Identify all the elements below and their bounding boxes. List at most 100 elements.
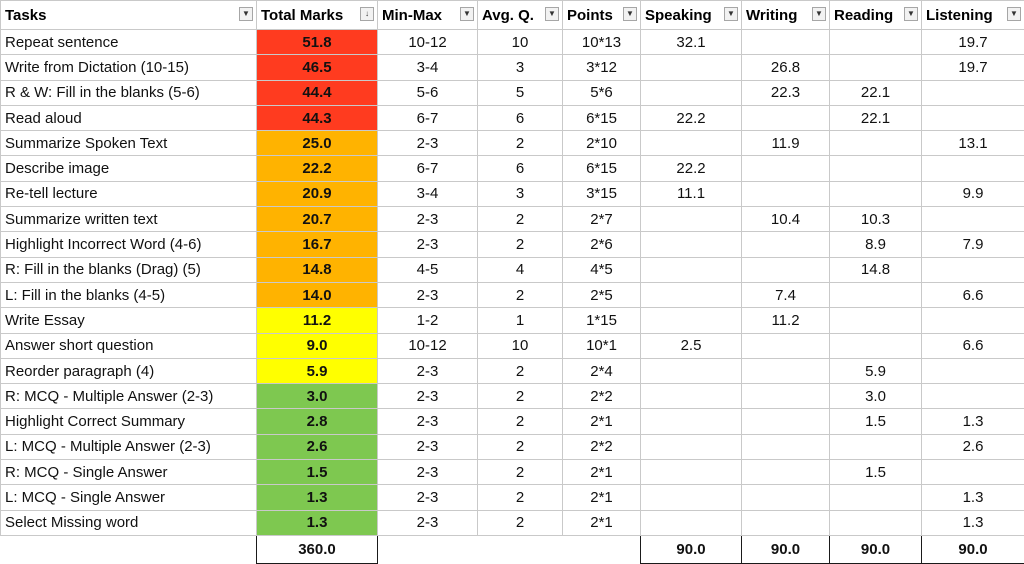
dropdown-arrow-icon[interactable]: ▼: [239, 7, 253, 21]
min-max-cell[interactable]: 2-3: [378, 131, 478, 156]
listening-cell[interactable]: [922, 308, 1024, 333]
total-marks-cell[interactable]: 44.4: [257, 80, 378, 105]
speaking-cell[interactable]: [641, 510, 742, 535]
min-max-cell[interactable]: 2-3: [378, 409, 478, 434]
task-cell[interactable]: L: Fill in the blanks (4-5): [1, 282, 257, 307]
min-max-cell[interactable]: 2-3: [378, 384, 478, 409]
speaking-cell[interactable]: [641, 80, 742, 105]
listening-cell[interactable]: [922, 156, 1024, 181]
reading-cell[interactable]: 10.3: [830, 207, 922, 232]
avg-q-cell[interactable]: 2: [478, 358, 563, 383]
total-marks-cell[interactable]: 1.3: [257, 510, 378, 535]
reading-cell[interactable]: [830, 131, 922, 156]
writing-cell[interactable]: 11.9: [742, 131, 830, 156]
total-marks-cell[interactable]: 25.0: [257, 131, 378, 156]
writing-cell[interactable]: [742, 333, 830, 358]
avg-q-cell[interactable]: 6: [478, 156, 563, 181]
listening-cell[interactable]: 9.9: [922, 181, 1024, 206]
writing-cell[interactable]: 11.2: [742, 308, 830, 333]
points-cell[interactable]: 3*15: [563, 181, 641, 206]
writing-cell[interactable]: [742, 156, 830, 181]
dropdown-arrow-icon[interactable]: ▼: [812, 7, 826, 21]
task-cell[interactable]: Read aloud: [1, 105, 257, 130]
listening-cell[interactable]: 7.9: [922, 232, 1024, 257]
listening-cell[interactable]: 1.3: [922, 485, 1024, 510]
task-cell[interactable]: Answer short question: [1, 333, 257, 358]
points-cell[interactable]: 2*1: [563, 460, 641, 485]
min-max-cell[interactable]: 2-3: [378, 207, 478, 232]
reading-cell[interactable]: [830, 333, 922, 358]
points-cell[interactable]: 2*1: [563, 409, 641, 434]
speaking-cell[interactable]: [641, 434, 742, 459]
writing-cell[interactable]: 10.4: [742, 207, 830, 232]
listening-cell[interactable]: 6.6: [922, 282, 1024, 307]
avg-q-cell[interactable]: 2: [478, 434, 563, 459]
min-max-cell[interactable]: 3-4: [378, 181, 478, 206]
avg-q-cell[interactable]: 3: [478, 55, 563, 80]
writing-cell[interactable]: [742, 460, 830, 485]
listening-cell[interactable]: 2.6: [922, 434, 1024, 459]
reading-cell[interactable]: [830, 55, 922, 80]
writing-cell[interactable]: [742, 510, 830, 535]
listening-cell[interactable]: [922, 105, 1024, 130]
speaking-cell[interactable]: [641, 409, 742, 434]
total-marks-cell[interactable]: 51.8: [257, 30, 378, 55]
speaking-total-cell[interactable]: 90.0: [641, 535, 742, 563]
writing-cell[interactable]: [742, 358, 830, 383]
listening-cell[interactable]: [922, 207, 1024, 232]
total-marks-cell[interactable]: 11.2: [257, 308, 378, 333]
dropdown-arrow-icon[interactable]: ▼: [724, 7, 738, 21]
avg-q-cell[interactable]: 2: [478, 131, 563, 156]
avg-q-cell[interactable]: 10: [478, 30, 563, 55]
reading-cell[interactable]: 8.9: [830, 232, 922, 257]
task-cell[interactable]: L: MCQ - Single Answer: [1, 485, 257, 510]
writing-cell[interactable]: 26.8: [742, 55, 830, 80]
points-cell[interactable]: 4*5: [563, 257, 641, 282]
speaking-cell[interactable]: [641, 485, 742, 510]
points-cell[interactable]: 6*15: [563, 156, 641, 181]
min-max-cell[interactable]: 2-3: [378, 510, 478, 535]
avg-q-cell[interactable]: 2: [478, 409, 563, 434]
task-cell[interactable]: R: Fill in the blanks (Drag) (5): [1, 257, 257, 282]
total-marks-cell[interactable]: 46.5: [257, 55, 378, 80]
min-max-cell[interactable]: 2-3: [378, 282, 478, 307]
min-max-cell[interactable]: 2-3: [378, 460, 478, 485]
listening-cell[interactable]: 19.7: [922, 30, 1024, 55]
total-marks-cell[interactable]: 2.6: [257, 434, 378, 459]
total-marks-cell[interactable]: 14.8: [257, 257, 378, 282]
reading-cell[interactable]: [830, 181, 922, 206]
task-cell[interactable]: Select Missing word: [1, 510, 257, 535]
avg-q-cell[interactable]: 5: [478, 80, 563, 105]
points-cell[interactable]: 10*1: [563, 333, 641, 358]
reading-cell[interactable]: 3.0: [830, 384, 922, 409]
task-cell[interactable]: Summarize written text: [1, 207, 257, 232]
points-cell[interactable]: 2*2: [563, 434, 641, 459]
listening-cell[interactable]: 13.1: [922, 131, 1024, 156]
total-marks-cell[interactable]: 22.2: [257, 156, 378, 181]
listening-cell[interactable]: [922, 80, 1024, 105]
dropdown-arrow-icon[interactable]: ▼: [904, 7, 918, 21]
writing-cell[interactable]: [742, 384, 830, 409]
reading-cell[interactable]: 5.9: [830, 358, 922, 383]
speaking-cell[interactable]: 32.1: [641, 30, 742, 55]
avg-q-cell[interactable]: 10: [478, 333, 563, 358]
listening-cell[interactable]: [922, 460, 1024, 485]
min-max-cell[interactable]: 10-12: [378, 333, 478, 358]
speaking-cell[interactable]: [641, 384, 742, 409]
points-cell[interactable]: 2*4: [563, 358, 641, 383]
points-cell[interactable]: 2*6: [563, 232, 641, 257]
speaking-cell[interactable]: [641, 207, 742, 232]
reading-cell[interactable]: 22.1: [830, 80, 922, 105]
dropdown-arrow-icon[interactable]: ▼: [623, 7, 637, 21]
reading-cell[interactable]: [830, 434, 922, 459]
reading-cell[interactable]: [830, 282, 922, 307]
total-marks-cell[interactable]: 9.0: [257, 333, 378, 358]
speaking-cell[interactable]: 11.1: [641, 181, 742, 206]
task-cell[interactable]: Highlight Incorrect Word (4-6): [1, 232, 257, 257]
speaking-cell[interactable]: 22.2: [641, 156, 742, 181]
listening-total-cell[interactable]: 90.0: [922, 535, 1024, 563]
min-max-cell[interactable]: 3-4: [378, 55, 478, 80]
speaking-cell[interactable]: [641, 232, 742, 257]
min-max-cell[interactable]: 2-3: [378, 485, 478, 510]
listening-cell[interactable]: 6.6: [922, 333, 1024, 358]
